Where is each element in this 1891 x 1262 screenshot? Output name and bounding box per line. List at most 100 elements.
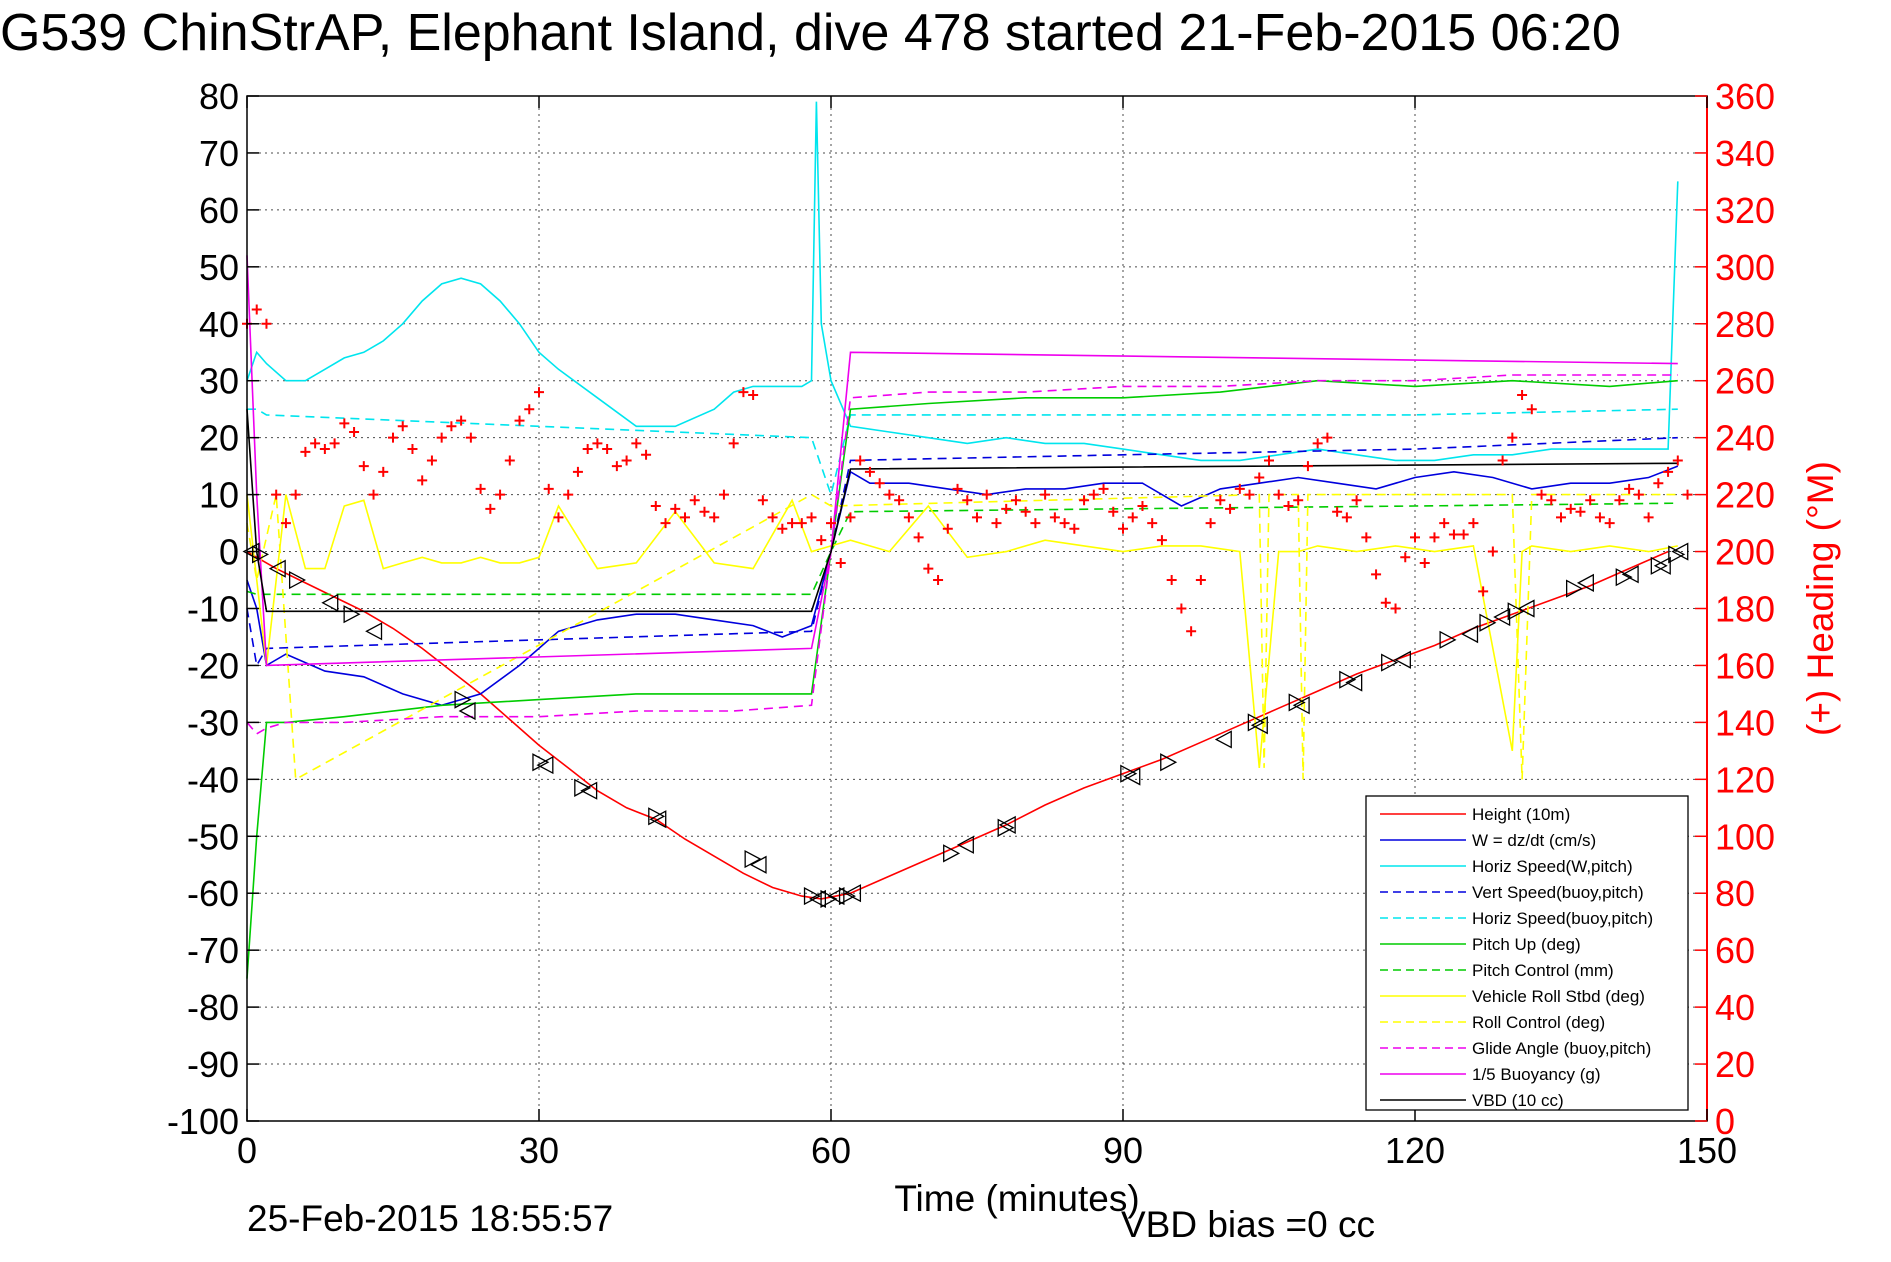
- heading-marker: [358, 461, 369, 472]
- heading-marker: [534, 387, 544, 398]
- sample-marker: [1393, 650, 1411, 669]
- heading-marker: [592, 438, 603, 449]
- right-y-tick-label: 0: [1715, 1101, 1735, 1142]
- y-tick-label: 70: [199, 133, 239, 174]
- right-y-tick-label: 200: [1715, 532, 1775, 573]
- heading-marker: [310, 438, 321, 449]
- sample-marker: [343, 605, 361, 624]
- sample-marker: [838, 886, 856, 906]
- heading-marker: [1205, 518, 1216, 529]
- heading-marker: [1098, 483, 1109, 494]
- heading-marker: [1478, 586, 1489, 597]
- heading-marker: [1215, 495, 1226, 506]
- vbd-bias-note: VBD bias =0 cc: [1121, 1204, 1375, 1245]
- heading-marker: [1585, 495, 1596, 506]
- series-line-6: [246, 502, 1678, 596]
- heading-marker: [543, 483, 554, 494]
- heading-marker: [621, 455, 632, 466]
- y-tick-label: 30: [199, 361, 239, 402]
- heading-marker: [407, 444, 418, 455]
- heading-marker: [894, 495, 905, 506]
- heading-marker: [1390, 603, 1401, 614]
- sample-marker: [648, 807, 666, 826]
- heading-marker: [1546, 495, 1557, 506]
- heading-marker: [1225, 503, 1236, 514]
- heading-marker: [1020, 506, 1031, 517]
- chart-title: G539 ChinStrAP, Elephant Island, dive 47…: [0, 4, 1621, 62]
- heading-marker: [572, 466, 583, 477]
- legend-entry: Pitch Control (mm): [1472, 961, 1614, 980]
- heading-marker: [397, 421, 408, 432]
- heading-marker: [942, 523, 953, 534]
- sample-marker: [1576, 573, 1594, 592]
- heading-marker: [718, 489, 729, 500]
- heading-marker: [796, 518, 807, 529]
- right-y-tick-label: 220: [1715, 475, 1775, 516]
- sample-marker: [1479, 613, 1497, 632]
- heading-marker: [1594, 512, 1605, 523]
- heading-marker: [709, 512, 720, 523]
- heading-marker: [1653, 478, 1664, 489]
- heading-marker: [1575, 506, 1586, 517]
- sample-marker: [1345, 673, 1363, 692]
- sample-marker: [252, 545, 270, 564]
- sample-marker: [1381, 653, 1399, 672]
- right-y-tick-label: 160: [1715, 645, 1775, 686]
- heading-marker: [485, 503, 496, 514]
- y-tick-label: -20: [187, 645, 239, 686]
- sample-marker: [808, 889, 826, 909]
- heading-marker: [1448, 529, 1459, 540]
- heading-marker: [1244, 489, 1255, 500]
- heading-marker: [991, 518, 1002, 529]
- heading-marker: [884, 489, 895, 500]
- heading-marker: [1176, 603, 1187, 614]
- sample-marker: [844, 884, 862, 903]
- sample-marker: [1650, 556, 1668, 575]
- right-y-tick-label: 360: [1715, 76, 1775, 117]
- heading-marker: [631, 438, 642, 449]
- sample-marker: [749, 855, 767, 874]
- sample-marker: [1517, 599, 1535, 618]
- heading-marker: [777, 523, 788, 534]
- heading-marker: [650, 501, 661, 511]
- legend-entry: Horiz Speed(buoy,pitch): [1472, 909, 1653, 928]
- heading-marker: [1186, 626, 1197, 637]
- heading-marker: [1040, 489, 1051, 500]
- heading-marker: [1010, 495, 1021, 506]
- sample-marker: [1292, 696, 1310, 715]
- heading-marker: [1487, 546, 1498, 557]
- heading-marker: [1322, 432, 1333, 443]
- legend-entry: Vert Speed(buoy,pitch): [1472, 883, 1644, 902]
- heading-marker: [660, 518, 671, 529]
- sample-marker: [1668, 545, 1686, 564]
- right-y-tick-label: 100: [1715, 816, 1775, 857]
- heading-marker: [1137, 501, 1148, 511]
- heading-marker: [602, 444, 613, 455]
- sample-marker: [997, 818, 1015, 837]
- heading-marker: [280, 518, 291, 529]
- heading-marker: [1351, 495, 1362, 506]
- x-tick-label: 90: [1103, 1130, 1143, 1171]
- legend-entry: Glide Angle (buoy,pitch): [1472, 1039, 1651, 1058]
- right-y-tick-label: 300: [1715, 247, 1775, 288]
- sample-marker: [1339, 670, 1357, 689]
- heading-marker: [1293, 495, 1304, 506]
- y-tick-label: -10: [187, 589, 239, 630]
- heading-marker: [1030, 518, 1041, 529]
- sample-marker: [580, 781, 598, 800]
- heading-marker: [1410, 532, 1420, 543]
- heading-marker: [611, 461, 622, 472]
- series-line-4: [247, 408, 1678, 498]
- heading-marker: [1458, 529, 1469, 540]
- legend-entry: VBD (10 cc): [1472, 1091, 1564, 1110]
- right-y-tick-label: 240: [1715, 418, 1775, 459]
- heading-marker: [1682, 489, 1693, 500]
- sample-marker: [536, 756, 554, 775]
- sample-marker: [744, 849, 762, 869]
- right-y-tick-label: 120: [1715, 759, 1775, 800]
- heading-marker: [1643, 512, 1654, 523]
- heading-marker: [388, 432, 398, 443]
- heading-marker: [1254, 472, 1265, 483]
- sample-marker: [1493, 607, 1511, 627]
